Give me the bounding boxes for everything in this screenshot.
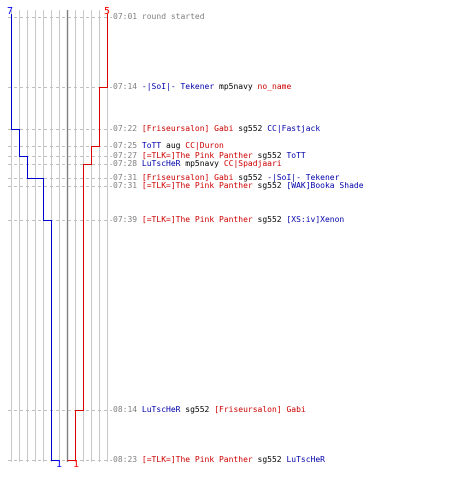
event-victim: CC|Fastjack: [267, 124, 321, 133]
event-victim: [XS:iv]Xenon: [286, 215, 345, 224]
event-time: 07:25: [113, 141, 138, 150]
event-row: 08:14 LuTscHeR sg552 [Friseursalon] Gabi: [113, 405, 306, 414]
event-row: 07:14 -|SoI|- Tekener mp5navy no_name: [113, 82, 291, 91]
event-row: 07:31 [Friseursalon] Gabi sg552 -|SoI|- …: [113, 173, 339, 182]
event-victim: CC|Spadjaari: [223, 159, 282, 168]
event-weapon: mp5navy: [185, 159, 219, 168]
event-killer: [=TLK=]The Pink Panther: [141, 455, 253, 464]
event-row: 07:28 LuTscHeR mp5navy CC|Spadjaari: [113, 159, 282, 168]
event-row: 07:39 [=TLK=]The Pink Panther sg552 [XS:…: [113, 215, 344, 224]
event-weapon: sg552: [257, 181, 282, 190]
event-row: 07:22 [Friseursalon] Gabi sg552 CC|Fastj…: [113, 124, 320, 133]
event-time: 07:27: [113, 151, 138, 160]
event-killer: [=TLK=]The Pink Panther: [141, 151, 253, 160]
event-row: 07:01 round started: [113, 12, 205, 21]
event-time: 07:31: [113, 173, 138, 182]
event-victim: no_name: [257, 82, 292, 91]
event-guide-lines: [8, 17, 112, 461]
red-team-end-count: 1: [73, 459, 80, 470]
event-killer: LuTscHeR: [141, 405, 181, 414]
event-message: round started: [141, 12, 205, 21]
event-time: 07:22: [113, 124, 138, 133]
event-row: 07:31 [=TLK=]The Pink Panther sg552 [WAK…: [113, 181, 364, 190]
blue-team-start-count: 7: [7, 6, 14, 17]
event-time: 07:14: [113, 82, 138, 91]
event-row: 08:23 [=TLK=]The Pink Panther sg552 LuTs…: [113, 455, 325, 464]
event-time: 07:28: [113, 159, 138, 168]
red-team-alive-line: [67, 14, 108, 461]
event-killer: -|SoI|- Tekener: [141, 82, 215, 91]
event-killer: [Friseursalon] Gabi: [141, 173, 234, 182]
event-killer: [=TLK=]The Pink Panther: [141, 181, 253, 190]
event-time: 07:01: [113, 12, 138, 21]
event-killer: ToTT: [141, 141, 162, 150]
event-victim: CC|Duron: [185, 141, 224, 150]
event-victim: [WAK]Booka Shade: [286, 181, 364, 190]
event-killer: [=TLK=]The Pink Panther: [141, 215, 253, 224]
grid-vertical-lines: [11, 10, 108, 462]
event-weapon: mp5navy: [219, 82, 253, 91]
event-weapon: sg552: [238, 124, 263, 133]
event-killer: [Friseursalon] Gabi: [141, 124, 234, 133]
event-time: 08:23: [113, 455, 138, 464]
red-team-start-count: 5: [104, 6, 111, 17]
event-weapon: aug: [166, 141, 181, 150]
event-weapon: sg552: [185, 405, 210, 414]
event-victim: ToTT: [286, 151, 306, 160]
event-row: 07:27 [=TLK=]The Pink Panther sg552 ToTT: [113, 151, 306, 160]
event-weapon: sg552: [257, 215, 282, 224]
blue-team-end-count: 1: [56, 459, 63, 470]
event-victim: LuTscHeR: [286, 455, 325, 464]
event-weapon: sg552: [238, 173, 263, 182]
event-time: 08:14: [113, 405, 138, 414]
event-time: 07:39: [113, 215, 138, 224]
event-time: 07:31: [113, 181, 138, 190]
blue-team-alive-line: [11, 14, 60, 461]
event-victim: -|SoI|- Tekener: [267, 173, 340, 182]
event-weapon: sg552: [257, 455, 282, 464]
event-killer: LuTscHeR: [141, 159, 181, 168]
event-victim: [Friseursalon] Gabi: [214, 405, 306, 414]
event-row: 07:25 ToTT aug CC|Duron: [113, 141, 224, 150]
event-weapon: sg552: [257, 151, 282, 160]
